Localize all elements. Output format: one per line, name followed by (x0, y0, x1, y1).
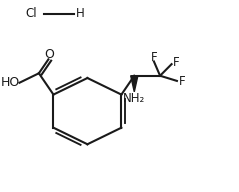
Text: F: F (173, 56, 180, 69)
Text: F: F (179, 75, 185, 88)
Text: HO: HO (1, 76, 20, 89)
Text: F: F (151, 51, 157, 64)
Text: NH₂: NH₂ (123, 92, 145, 105)
Polygon shape (131, 76, 138, 92)
Text: O: O (45, 48, 54, 61)
Text: Cl: Cl (26, 7, 37, 20)
Text: H: H (76, 7, 85, 20)
